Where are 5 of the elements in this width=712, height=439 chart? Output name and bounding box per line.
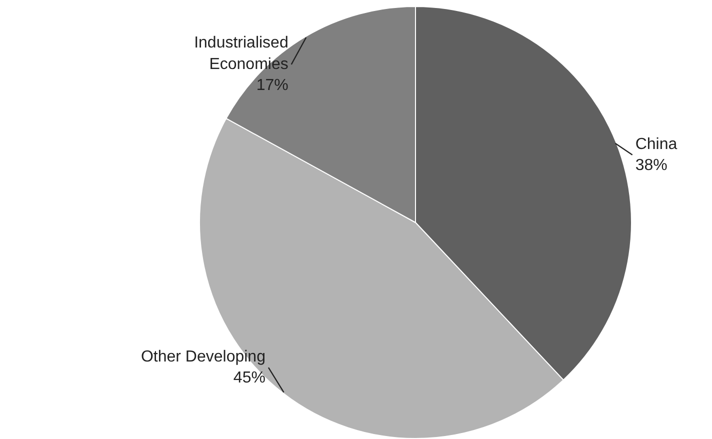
data-label: 38% (635, 157, 668, 174)
slice-label: Other Developing (140, 348, 266, 366)
data-label: 17% (256, 77, 288, 94)
slice-label: China (635, 136, 678, 153)
data-label: 45% (233, 370, 266, 387)
